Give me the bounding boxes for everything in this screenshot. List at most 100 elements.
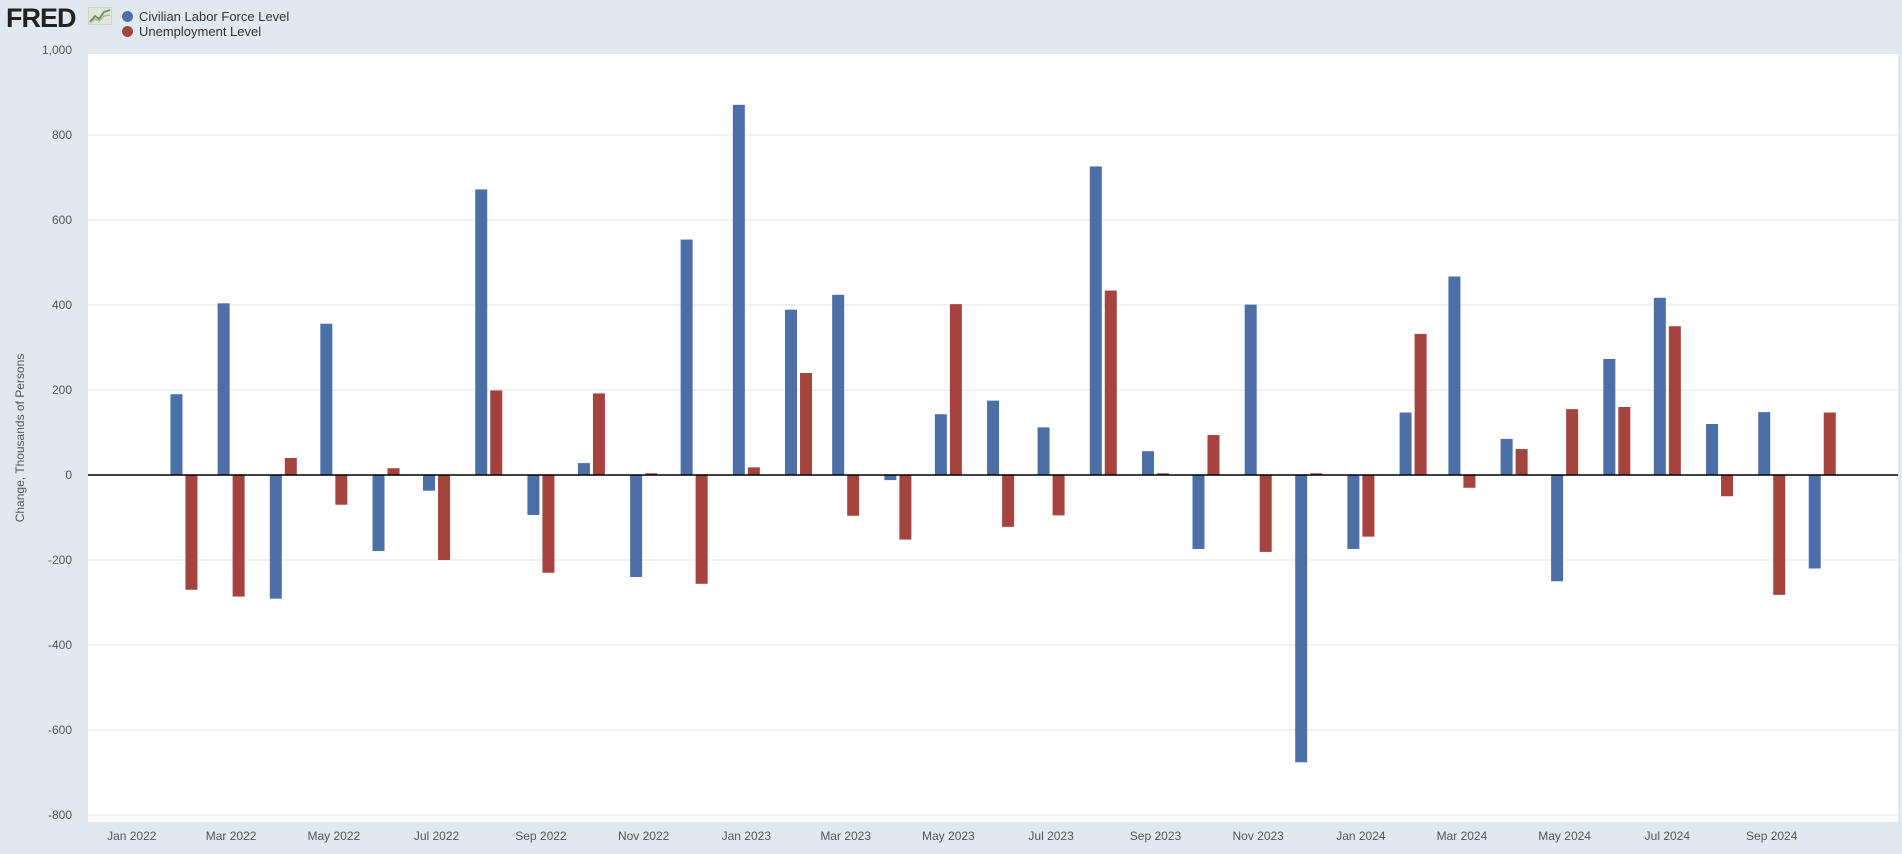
bar-unemployment: [899, 475, 912, 540]
bar-unemployment: [1259, 475, 1272, 552]
gridlines: [88, 49, 1898, 816]
bar-unemployment: [438, 475, 451, 560]
x-tick-label: Mar 2023: [820, 829, 871, 843]
x-tick-label: Sep 2022: [515, 829, 567, 843]
bar-labor-force: [630, 475, 643, 577]
x-tick-label: Mar 2024: [1437, 829, 1488, 843]
y-tick-label: -800: [48, 808, 72, 822]
bar-labor-force: [1037, 427, 1050, 475]
chart-header: FRED Civilian Labor Force Level Unemploy…: [0, 0, 1902, 54]
legend-dot-icon: [122, 11, 133, 22]
y-axis-label: Change, Thousands of Persons: [13, 353, 27, 523]
bar-labor-force: [1603, 358, 1616, 475]
bar-labor-force: [1089, 166, 1102, 475]
x-tick-label: May 2022: [307, 829, 360, 843]
bar-unemployment: [1002, 475, 1015, 527]
y-tick-label: 1,000: [42, 43, 72, 57]
bar-unemployment: [645, 473, 658, 475]
x-tick-label: Sep 2024: [1746, 829, 1798, 843]
bar-unemployment: [185, 475, 198, 590]
line-chart-icon: [88, 7, 112, 25]
x-tick-label: Jan 2024: [1336, 829, 1386, 843]
y-tick-label: -200: [48, 553, 72, 567]
bar-labor-force: [1295, 475, 1308, 763]
x-tick-label: Mar 2022: [206, 829, 257, 843]
bar-unemployment: [1721, 475, 1734, 497]
bar-labor-force: [934, 414, 947, 475]
bar-labor-force: [832, 294, 845, 475]
fred-logo[interactable]: FRED: [6, 3, 76, 33]
bar-unemployment: [284, 458, 297, 475]
bar-unemployment: [1618, 407, 1631, 475]
bar-unemployment: [747, 467, 760, 475]
bar-labor-force: [269, 475, 282, 599]
x-tick-label: Nov 2023: [1232, 829, 1284, 843]
y-tick-label: 200: [52, 383, 72, 397]
bar-labor-force: [170, 394, 183, 475]
bar-labor-force: [1653, 297, 1666, 475]
bar-labor-force: [1399, 412, 1412, 475]
x-tick-label: Jul 2023: [1028, 829, 1074, 843]
bar-unemployment: [1823, 412, 1836, 475]
bar-unemployment: [1156, 473, 1169, 475]
bar-unemployment: [1414, 333, 1427, 475]
x-tick-label: Jan 2022: [107, 829, 157, 843]
bar-unemployment: [949, 304, 962, 475]
legend-item-labor-force[interactable]: Civilian Labor Force Level: [122, 9, 289, 24]
legend-label: Civilian Labor Force Level: [139, 9, 290, 24]
bar-labor-force: [475, 189, 488, 475]
x-tick-label: Jul 2024: [1645, 829, 1691, 843]
bar-unemployment: [1515, 449, 1528, 475]
bar-labor-force: [1500, 438, 1513, 475]
legend-item-unemployment[interactable]: Unemployment Level: [122, 24, 261, 39]
bar-unemployment: [387, 468, 400, 475]
bar-unemployment: [1052, 475, 1065, 516]
x-tick-label: Sep 2023: [1130, 829, 1182, 843]
y-tick-label: 800: [52, 128, 72, 142]
legend-dot-icon: [122, 26, 133, 37]
bar-unemployment: [695, 475, 708, 584]
y-tick-label: -400: [48, 638, 72, 652]
y-tick-label: 600: [52, 213, 72, 227]
y-tick-label: -600: [48, 723, 72, 737]
y-axis-tick-labels: -800 -600 -400 -200 0 200 400 600 800 1,000: [42, 43, 72, 822]
bar-labor-force: [884, 475, 897, 481]
bar-labor-force: [1448, 276, 1461, 475]
bar-labor-force: [577, 463, 590, 475]
bar-unemployment: [847, 475, 860, 516]
bar-labor-force: [372, 475, 385, 552]
bar-unemployment: [1310, 473, 1323, 475]
x-tick-label: Nov 2022: [618, 829, 670, 843]
bar-unemployment: [1566, 409, 1579, 475]
x-tick-label: Jul 2022: [414, 829, 460, 843]
x-tick-label: Jan 2023: [722, 829, 772, 843]
bar-unemployment: [1207, 435, 1220, 475]
bar-unemployment: [1773, 475, 1786, 595]
bar-unemployment: [800, 373, 813, 475]
bars: [170, 104, 1836, 763]
y-tick-label: 400: [52, 298, 72, 312]
bar-unemployment: [1463, 475, 1476, 488]
bar-unemployment: [232, 475, 245, 597]
x-tick-label: May 2023: [922, 829, 975, 843]
x-tick-label: May 2024: [1538, 829, 1591, 843]
bar-labor-force: [1347, 475, 1360, 549]
bar-labor-force: [423, 475, 436, 491]
bar-unemployment: [335, 475, 348, 505]
bar-labor-force: [732, 104, 745, 475]
bar-unemployment: [1362, 475, 1375, 537]
bar-labor-force: [1551, 475, 1564, 582]
bar-unemployment: [592, 393, 605, 475]
bar-labor-force: [527, 475, 540, 515]
bar-labor-force: [217, 303, 230, 475]
bar-unemployment: [1104, 290, 1117, 475]
bar-labor-force: [987, 400, 1000, 475]
bar-labor-force: [1141, 451, 1154, 475]
bar-labor-force: [1808, 475, 1821, 569]
bar-labor-force: [1758, 412, 1771, 475]
bar-labor-force: [785, 309, 798, 475]
bar-unemployment: [490, 390, 503, 475]
y-tick-label: 0: [65, 468, 72, 482]
bar-labor-force: [320, 323, 333, 475]
